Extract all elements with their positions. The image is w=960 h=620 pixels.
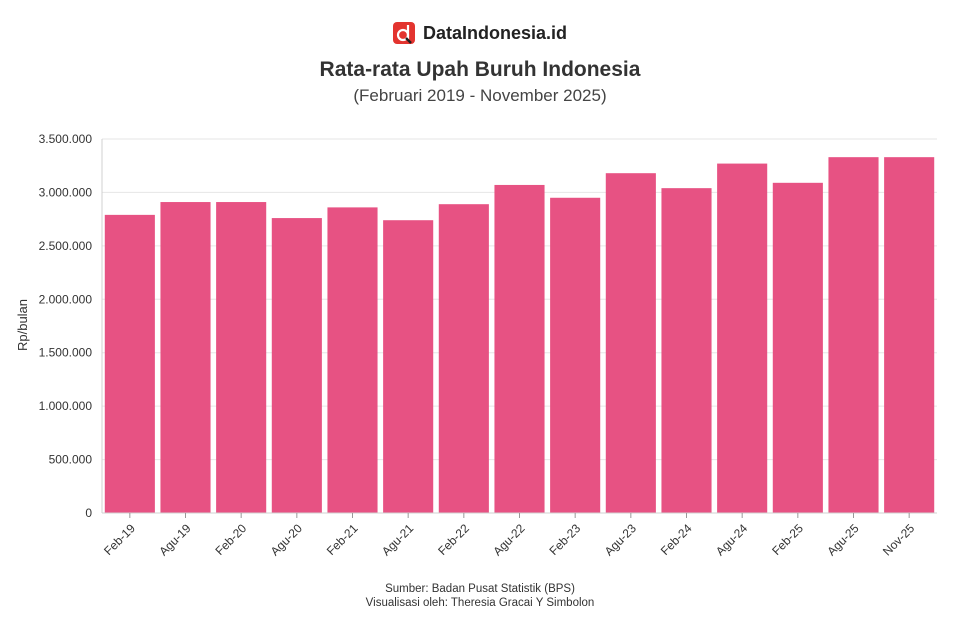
y-tick-label: 1.000.000 xyxy=(39,399,93,413)
bar-agu-19[interactable] xyxy=(160,202,211,513)
chart-subtitle: (Februari 2019 - November 2025) xyxy=(353,86,607,105)
x-tick-label: Feb-19 xyxy=(101,521,138,558)
bar-agu-23[interactable] xyxy=(605,173,656,514)
y-tick-label: 2.000.000 xyxy=(39,292,93,306)
x-tick-label: Agu-22 xyxy=(490,521,527,558)
y-tick-label: 3.000.000 xyxy=(39,185,93,199)
x-tick-label: Agu-24 xyxy=(713,521,750,558)
bar-feb-20[interactable] xyxy=(216,202,267,513)
credit-note: Visualisasi oleh: Theresia Gracai Y Simb… xyxy=(365,597,595,609)
bar-feb-19[interactable] xyxy=(104,214,155,513)
dataindonesia-logo-icon xyxy=(392,22,415,44)
x-tick-label: Feb-23 xyxy=(546,521,583,558)
bar-nov-25[interactable] xyxy=(884,157,935,513)
x-tick-label: Feb-25 xyxy=(769,521,806,558)
y-axis-label: Rp/bulan xyxy=(15,299,30,351)
bar-agu-21[interactable] xyxy=(383,220,434,513)
brand-header: DataIndonesia.id xyxy=(0,22,960,44)
x-tick-label: Feb-24 xyxy=(658,521,695,558)
x-tick-label: Agu-21 xyxy=(379,521,416,558)
bar-agu-25[interactable] xyxy=(828,157,879,513)
chart-footer: Sumber: Badan Pusat Statistik (BPS) Visu… xyxy=(0,582,960,610)
bar-feb-23[interactable] xyxy=(550,197,601,513)
bar-agu-24[interactable] xyxy=(717,163,768,513)
x-tick-label: Agu-19 xyxy=(156,521,193,558)
y-tick-label: 500.000 xyxy=(49,453,93,467)
y-tick-label: 2.500.000 xyxy=(39,239,93,253)
chart-title: Rata-rata Upah Buruh Indonesia xyxy=(319,58,641,81)
x-tick-label: Feb-21 xyxy=(324,521,361,558)
brand-name: DataIndonesia.id xyxy=(422,22,568,43)
bar-feb-25[interactable] xyxy=(772,182,823,513)
bar-layer xyxy=(104,157,935,514)
bar-feb-22[interactable] xyxy=(438,204,489,513)
source-note: Sumber: Badan Pusat Statistik (BPS) xyxy=(385,583,575,595)
x-tick-label: Agu-23 xyxy=(602,521,639,558)
y-tick-label: 0 xyxy=(85,506,92,520)
y-tick-label: 1.500.000 xyxy=(39,346,93,360)
x-tick-label: Agu-25 xyxy=(824,521,861,558)
x-tick-label: Agu-20 xyxy=(268,521,305,558)
x-tick-label: Nov-25 xyxy=(880,521,917,558)
bar-agu-22[interactable] xyxy=(494,184,545,513)
y-tick-label: 3.500.000 xyxy=(39,132,93,146)
x-tick-label: Feb-20 xyxy=(212,521,249,558)
x-tick-label: Feb-22 xyxy=(435,521,472,558)
bar-feb-21[interactable] xyxy=(327,207,378,514)
bar-agu-20[interactable] xyxy=(271,218,322,513)
bar-feb-24[interactable] xyxy=(661,188,712,513)
